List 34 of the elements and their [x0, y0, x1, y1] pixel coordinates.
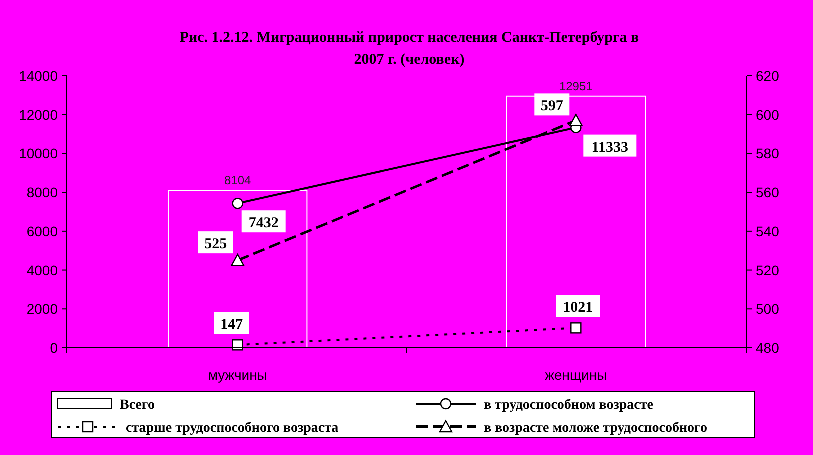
- y2-tick-label: 600: [756, 106, 780, 123]
- data-label: 12951: [559, 79, 594, 94]
- legend-label: старше трудоспособного возраста: [126, 421, 339, 436]
- point: [232, 198, 244, 210]
- y-tick-label: 2000: [26, 301, 58, 318]
- y2-tick-label: 580: [756, 146, 780, 162]
- y2-tick-label: 480: [756, 340, 780, 356]
- legend-label: в возрасте моложе трудоспособного: [484, 421, 708, 436]
- y-tick-label: 0: [50, 340, 58, 356]
- legend-label: Всего: [120, 398, 155, 413]
- chart-title: Рис. 1.2.12. Миграционный прирост населения Санкт-Петербурга в 2007 г. (человек): [180, 30, 640, 68]
- data-label: 11333: [592, 140, 628, 156]
- data-label: 147: [220, 317, 244, 334]
- y-tick-label: 14000: [19, 68, 58, 84]
- data-label: 525: [204, 236, 228, 253]
- point: [570, 322, 582, 334]
- legend-label: в трудоспособном возрасте: [484, 398, 654, 413]
- y-tick-label: 12000: [19, 106, 58, 123]
- y2-tick-label: 540: [756, 223, 780, 240]
- y2-tick-label: 620: [756, 68, 780, 84]
- x-tick-label: мужчины: [208, 367, 268, 383]
- y2-tick-label: 500: [756, 301, 780, 318]
- y-tick-label: 10000: [19, 146, 58, 162]
- y2-tick-label: 520: [756, 262, 780, 278]
- data-label: 1021: [563, 300, 594, 316]
- y2-tick-label: 560: [756, 184, 780, 201]
- data-label: 7432: [248, 216, 279, 232]
- y-tick-label: 6000: [26, 223, 58, 240]
- data-label: 597: [540, 98, 564, 115]
- y-tick-label: 8000: [26, 184, 58, 201]
- y-tick-label: 4000: [26, 262, 58, 278]
- x-tick-label: женщины: [545, 367, 608, 383]
- point: [232, 340, 244, 351]
- data-label: 8104: [224, 174, 252, 188]
